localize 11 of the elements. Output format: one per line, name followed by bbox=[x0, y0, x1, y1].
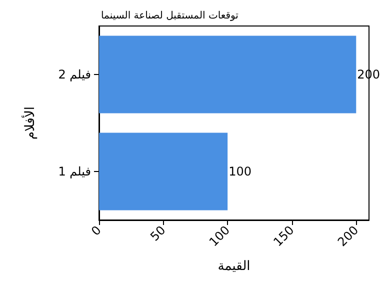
x-tick-label: 200 bbox=[335, 223, 362, 250]
x-tick-label: 0 bbox=[88, 223, 104, 238]
x-axis-title: القيمة bbox=[218, 259, 250, 274]
y-tick-label: فيلم 1 bbox=[58, 164, 91, 178]
chart-title: توقعات المستقبل لصناعة السينما bbox=[101, 10, 239, 22]
y-axis-title: الأفلام bbox=[21, 106, 38, 140]
x-tick-label: 100 bbox=[206, 223, 233, 250]
x-tick-label: 150 bbox=[270, 223, 297, 250]
data-label: 100 bbox=[228, 164, 252, 178]
x-tick-label: 50 bbox=[148, 223, 168, 244]
y-tick-label: فيلم 2 bbox=[58, 68, 91, 82]
